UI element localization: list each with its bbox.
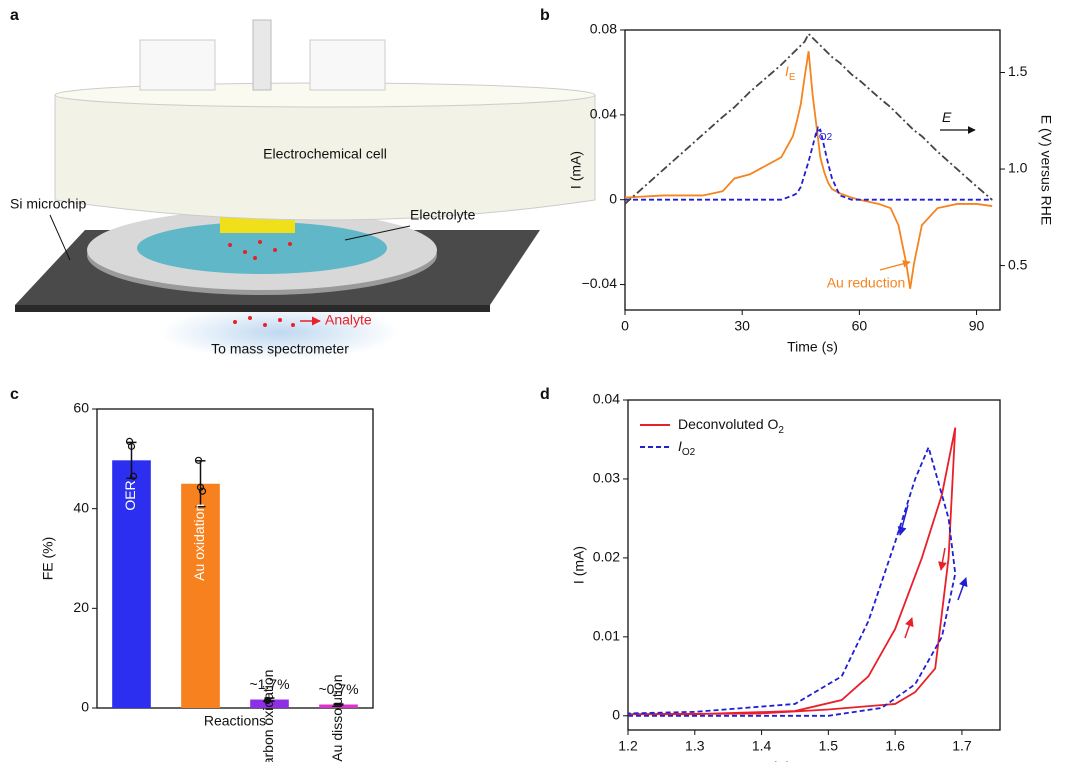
block: [309, 39, 386, 91]
data-point: [198, 487, 207, 495]
y2-tick-label: 1.0: [1008, 160, 1028, 176]
y-tick-label: −0.04: [582, 275, 618, 291]
arrow: [879, 260, 911, 271]
legend-label: IO2: [678, 438, 696, 458]
y-tick-label: 60: [73, 400, 89, 416]
data-point: [263, 696, 272, 705]
arrow: [904, 617, 914, 639]
text-sub: 2: [778, 425, 784, 436]
leader: [49, 214, 71, 261]
y-tick-label: 0: [609, 190, 617, 206]
y2-axis-label: E (V) versus RHE: [1038, 115, 1054, 225]
x-tick-label: 1.7: [952, 738, 972, 754]
electrolyte: [137, 222, 387, 274]
label: Si microchip: [10, 196, 86, 212]
text-sub: E: [789, 72, 796, 83]
y-tick-label: 0.04: [590, 106, 617, 122]
annotation: Au reduction: [827, 275, 906, 291]
series-line: [624, 32, 993, 205]
value-label: ~0.7%: [318, 681, 358, 697]
label: Electrolyte: [410, 207, 476, 223]
y-axis-label: I (mA): [568, 151, 584, 189]
series-line: [627, 444, 957, 717]
panel-label: b: [540, 7, 550, 24]
bar: [250, 699, 289, 708]
data-point: [127, 442, 136, 450]
series-label: IO2: [815, 123, 833, 143]
y-tick-label: 0.04: [593, 391, 620, 407]
chip-edge: [15, 305, 490, 312]
series-line: [625, 128, 993, 201]
text-main: I: [815, 123, 819, 139]
x-tick-label: 1.3: [685, 738, 705, 754]
data-point: [196, 483, 205, 491]
y-axis-label: I (mA): [571, 546, 587, 584]
bar: [112, 460, 151, 708]
text-main: E: [942, 109, 952, 125]
arrow: [938, 547, 947, 571]
category-label: Au dissolution: [329, 675, 345, 762]
series-label: IE: [785, 63, 796, 83]
x-axis-label: Time (s): [787, 339, 838, 355]
label: To mass spectrometer: [211, 341, 349, 357]
plot-frame: [96, 408, 374, 709]
cell-diagram: a Analyte Electrochemical cell Si microc…: [10, 7, 596, 360]
y-tick-label: 0.02: [593, 549, 620, 565]
x-tick-label: 1.2: [618, 738, 638, 754]
bar: [319, 704, 358, 708]
x-tick-label: 0: [621, 318, 629, 334]
rod: [252, 19, 272, 91]
text-sub: O2: [819, 132, 833, 143]
y-tick-label: 0.03: [593, 470, 620, 486]
series-line: [627, 427, 957, 716]
text-main: I: [785, 63, 789, 79]
y-axis-label: FE (%): [40, 537, 56, 581]
data-point: [129, 472, 138, 480]
text-main: Deconvoluted O: [678, 416, 779, 432]
leader: [344, 225, 411, 241]
y-tick-label: 40: [73, 499, 89, 515]
x-tick-label: 60: [852, 318, 868, 334]
y-tick-label: 0: [81, 699, 89, 715]
panel-label: c: [10, 386, 19, 403]
y-tick-label: 20: [73, 599, 89, 615]
x-axis-label: Reactions: [204, 713, 266, 729]
block: [139, 39, 216, 91]
category-label: Carbon oxidation: [260, 670, 276, 762]
y-tick-label: 0.08: [590, 21, 617, 37]
x-axis-label: E (V) versus RHE: [759, 759, 869, 762]
x-tick-label: 30: [734, 318, 750, 334]
category-label: Au oxidation: [191, 504, 207, 581]
y2-tick-label: 0.5: [1008, 256, 1028, 272]
legend-label: Deconvoluted O2: [678, 416, 784, 436]
panel-label: d: [540, 386, 550, 403]
x-tick-label: 90: [969, 318, 985, 334]
series-label: E: [942, 109, 952, 125]
y2-tick-label: 1.5: [1008, 63, 1028, 79]
data-point: [194, 456, 203, 464]
label: Electrochemical cell: [263, 146, 387, 162]
panel-label: a: [10, 7, 19, 24]
text-main: I: [678, 438, 682, 454]
ms-glow: [160, 305, 400, 360]
category-label: OER: [122, 480, 138, 510]
arrow: [957, 577, 968, 601]
cell-body: [54, 94, 596, 221]
x-tick-label: 1.6: [885, 738, 905, 754]
y-tick-label: 0.01: [593, 628, 620, 644]
value-label: ~1.7%: [249, 676, 289, 692]
series-line: [624, 51, 993, 289]
x-tick-label: 1.5: [819, 738, 839, 754]
bar: [181, 483, 220, 708]
text-sub: O2: [682, 447, 696, 458]
y-tick-label: 0: [612, 706, 620, 722]
analyte-dots: [228, 240, 295, 327]
plot-frame: [627, 399, 1001, 731]
arrow: [897, 504, 909, 536]
label: Analyte: [325, 312, 372, 328]
plot-frame: [624, 29, 1001, 311]
x-tick-label: 1.4: [752, 738, 772, 754]
